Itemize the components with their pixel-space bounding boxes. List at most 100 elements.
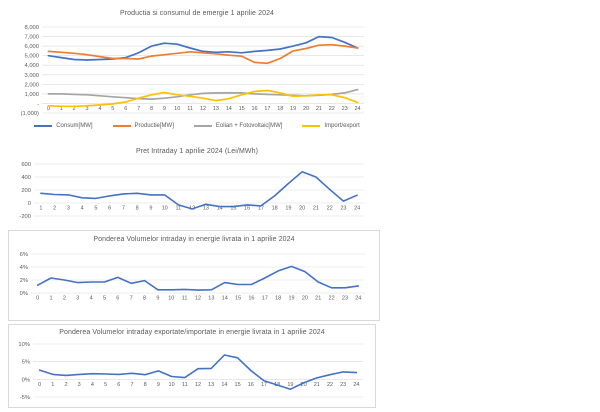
y-tick-label: 8,000 bbox=[24, 25, 39, 31]
series-line bbox=[38, 354, 358, 391]
legend-label-eolian-fotovoltaic: Eolian + Fotovoltaic[MW] bbox=[215, 123, 283, 129]
x-tick-label: 12 bbox=[195, 296, 201, 302]
legend-item-import-export: Import/export bbox=[302, 123, 360, 129]
x-tick-label: 16 bbox=[248, 296, 254, 302]
x-tick-label: 9 bbox=[163, 106, 166, 112]
x-tick-label: 8 bbox=[136, 206, 139, 212]
x-tick-label: 24 bbox=[355, 296, 361, 302]
x-tick-label: 13 bbox=[208, 296, 214, 302]
x-tick-label: 16 bbox=[251, 106, 257, 112]
x-tick-label: 11 bbox=[182, 296, 188, 302]
x-tick-label: 15 bbox=[235, 382, 241, 388]
y-tick-label: 0% bbox=[22, 377, 30, 383]
y-tick-label: 1,000 bbox=[24, 92, 39, 98]
y-tick-label: 5% bbox=[22, 360, 30, 366]
x-tick-label: 4 bbox=[98, 106, 101, 112]
legend-item-consum: Consum[MW] bbox=[34, 123, 93, 129]
x-tick-label: 23 bbox=[342, 106, 348, 112]
x-tick-label: 6 bbox=[117, 382, 120, 388]
x-tick-label: 22 bbox=[329, 106, 335, 112]
x-tick-label: 5 bbox=[111, 106, 114, 112]
series-line bbox=[47, 89, 359, 108]
x-tick-label: 6 bbox=[124, 106, 127, 112]
x-tick-label: 10 bbox=[168, 296, 174, 302]
x-tick-label: 18 bbox=[277, 106, 283, 112]
x-tick-label: 11 bbox=[182, 382, 188, 388]
y-tick-label: 600 bbox=[21, 162, 31, 168]
chart-title-pondere-volume-export-import: Ponderea Volumelor intraday exportate/im… bbox=[59, 329, 325, 336]
x-tick-label: 16 bbox=[244, 206, 250, 212]
x-tick-label: 5 bbox=[94, 206, 97, 212]
chart-pondere-volume-export-import: Ponderea Volumelor intraday exportate/im… bbox=[8, 324, 376, 408]
y-tick-label: 5,000 bbox=[24, 54, 39, 60]
x-tick-label: 7 bbox=[122, 206, 125, 212]
x-tick-label: 22 bbox=[327, 382, 333, 388]
y-tick-label: 10% bbox=[18, 342, 30, 348]
x-tick-label: 7 bbox=[130, 382, 133, 388]
x-tick-label: 4 bbox=[91, 382, 94, 388]
x-tick-label: 4 bbox=[90, 296, 93, 302]
legend-label-consum: Consum[MW] bbox=[56, 123, 93, 129]
x-tick-label: 8 bbox=[143, 296, 146, 302]
y-tick-label: 400 bbox=[21, 175, 31, 181]
x-tick-label: 24 bbox=[353, 382, 359, 388]
chart-plot-pondere-volume-intraday: 6%4%2%0%0 1 2 3 4 5 6 7 8 9 10 11 12 13 14 15 16 17 18 19 20… bbox=[20, 252, 365, 302]
x-tick-label: 3 bbox=[67, 206, 70, 212]
x-tick-label: 2 bbox=[53, 206, 56, 212]
x-tick-label: 3 bbox=[86, 106, 89, 112]
chart-pondere-volume-intraday: Ponderea Volumelor intraday in energie l… bbox=[8, 230, 380, 321]
y-tick-label: -5% bbox=[20, 395, 30, 400]
x-tick-label: 1 bbox=[50, 296, 53, 302]
x-tick-label: 16 bbox=[248, 382, 254, 388]
x-tick-label: 6 bbox=[116, 296, 119, 302]
x-tick-label: 15 bbox=[230, 206, 236, 212]
y-tick-label: 7,000 bbox=[24, 35, 39, 41]
x-tick-label: 11 bbox=[176, 206, 182, 212]
series-line bbox=[47, 35, 359, 61]
x-tick-label: 13 bbox=[208, 382, 214, 388]
x-tick-label: 23 bbox=[340, 382, 346, 388]
legend-item-eolian-fotovoltaic: Eolian + Fotovoltaic[MW] bbox=[193, 123, 283, 129]
x-tick-label: 11 bbox=[187, 106, 193, 112]
y-tick-label: 0% bbox=[20, 291, 28, 297]
y-tick-label: 4,000 bbox=[24, 63, 39, 69]
legend-line-swatch-eolian-fotovoltaic bbox=[193, 125, 212, 127]
series-line bbox=[36, 265, 360, 291]
x-tick-label: 22 bbox=[329, 296, 335, 302]
x-tick-label: 13 bbox=[203, 206, 209, 212]
x-tick-label: 9 bbox=[149, 206, 152, 212]
x-tick-label: 15 bbox=[239, 106, 245, 112]
x-tick-label: 7 bbox=[137, 106, 140, 112]
chart-plot-productie-consum: 8,000 7,000 6,000 5,000 4,000 3,000 2,000 1,000… bbox=[21, 25, 364, 117]
x-tick-label: 19 bbox=[288, 296, 294, 302]
x-tick-label: 2 bbox=[64, 382, 67, 388]
x-tick-label: 1 bbox=[60, 106, 63, 112]
series-line bbox=[47, 43, 359, 65]
x-tick-label: 1 bbox=[39, 206, 42, 212]
x-tick-label: 3 bbox=[78, 382, 81, 388]
x-tick-label: 14 bbox=[222, 296, 228, 302]
x-tick-label: 4 bbox=[81, 206, 84, 212]
x-tick-label: 20 bbox=[303, 106, 309, 112]
x-tick-label: 10 bbox=[162, 206, 168, 212]
x-tick-label: 6 bbox=[108, 206, 111, 212]
x-tick-label: 22 bbox=[327, 206, 333, 212]
x-tick-label: 17 bbox=[261, 382, 267, 388]
chart-title-pondere-volume-intraday: Ponderea Volumelor intraday in energie l… bbox=[93, 236, 295, 243]
x-tick-label: 10 bbox=[174, 106, 180, 112]
x-tick-label: 18 bbox=[272, 206, 278, 212]
y-tick-label: - bbox=[37, 101, 39, 107]
x-tick-label: 8 bbox=[150, 106, 153, 112]
x-tick-label: 19 bbox=[285, 206, 291, 212]
x-tick-label: 0 bbox=[47, 106, 50, 112]
y-tick-label: 2,000 bbox=[24, 82, 39, 88]
x-tick-label: 18 bbox=[275, 296, 281, 302]
x-tick-label: 21 bbox=[315, 296, 321, 302]
x-tick-label: 17 bbox=[262, 296, 268, 302]
series-line bbox=[40, 171, 358, 210]
x-tick-label: 17 bbox=[264, 106, 270, 112]
x-tick-label: 12 bbox=[195, 382, 201, 388]
chart-title-pret-intraday: Pret Intraday 1 aprilie 2024 (Lei/MWh) bbox=[135, 148, 259, 155]
x-tick-label: 5 bbox=[103, 296, 106, 302]
